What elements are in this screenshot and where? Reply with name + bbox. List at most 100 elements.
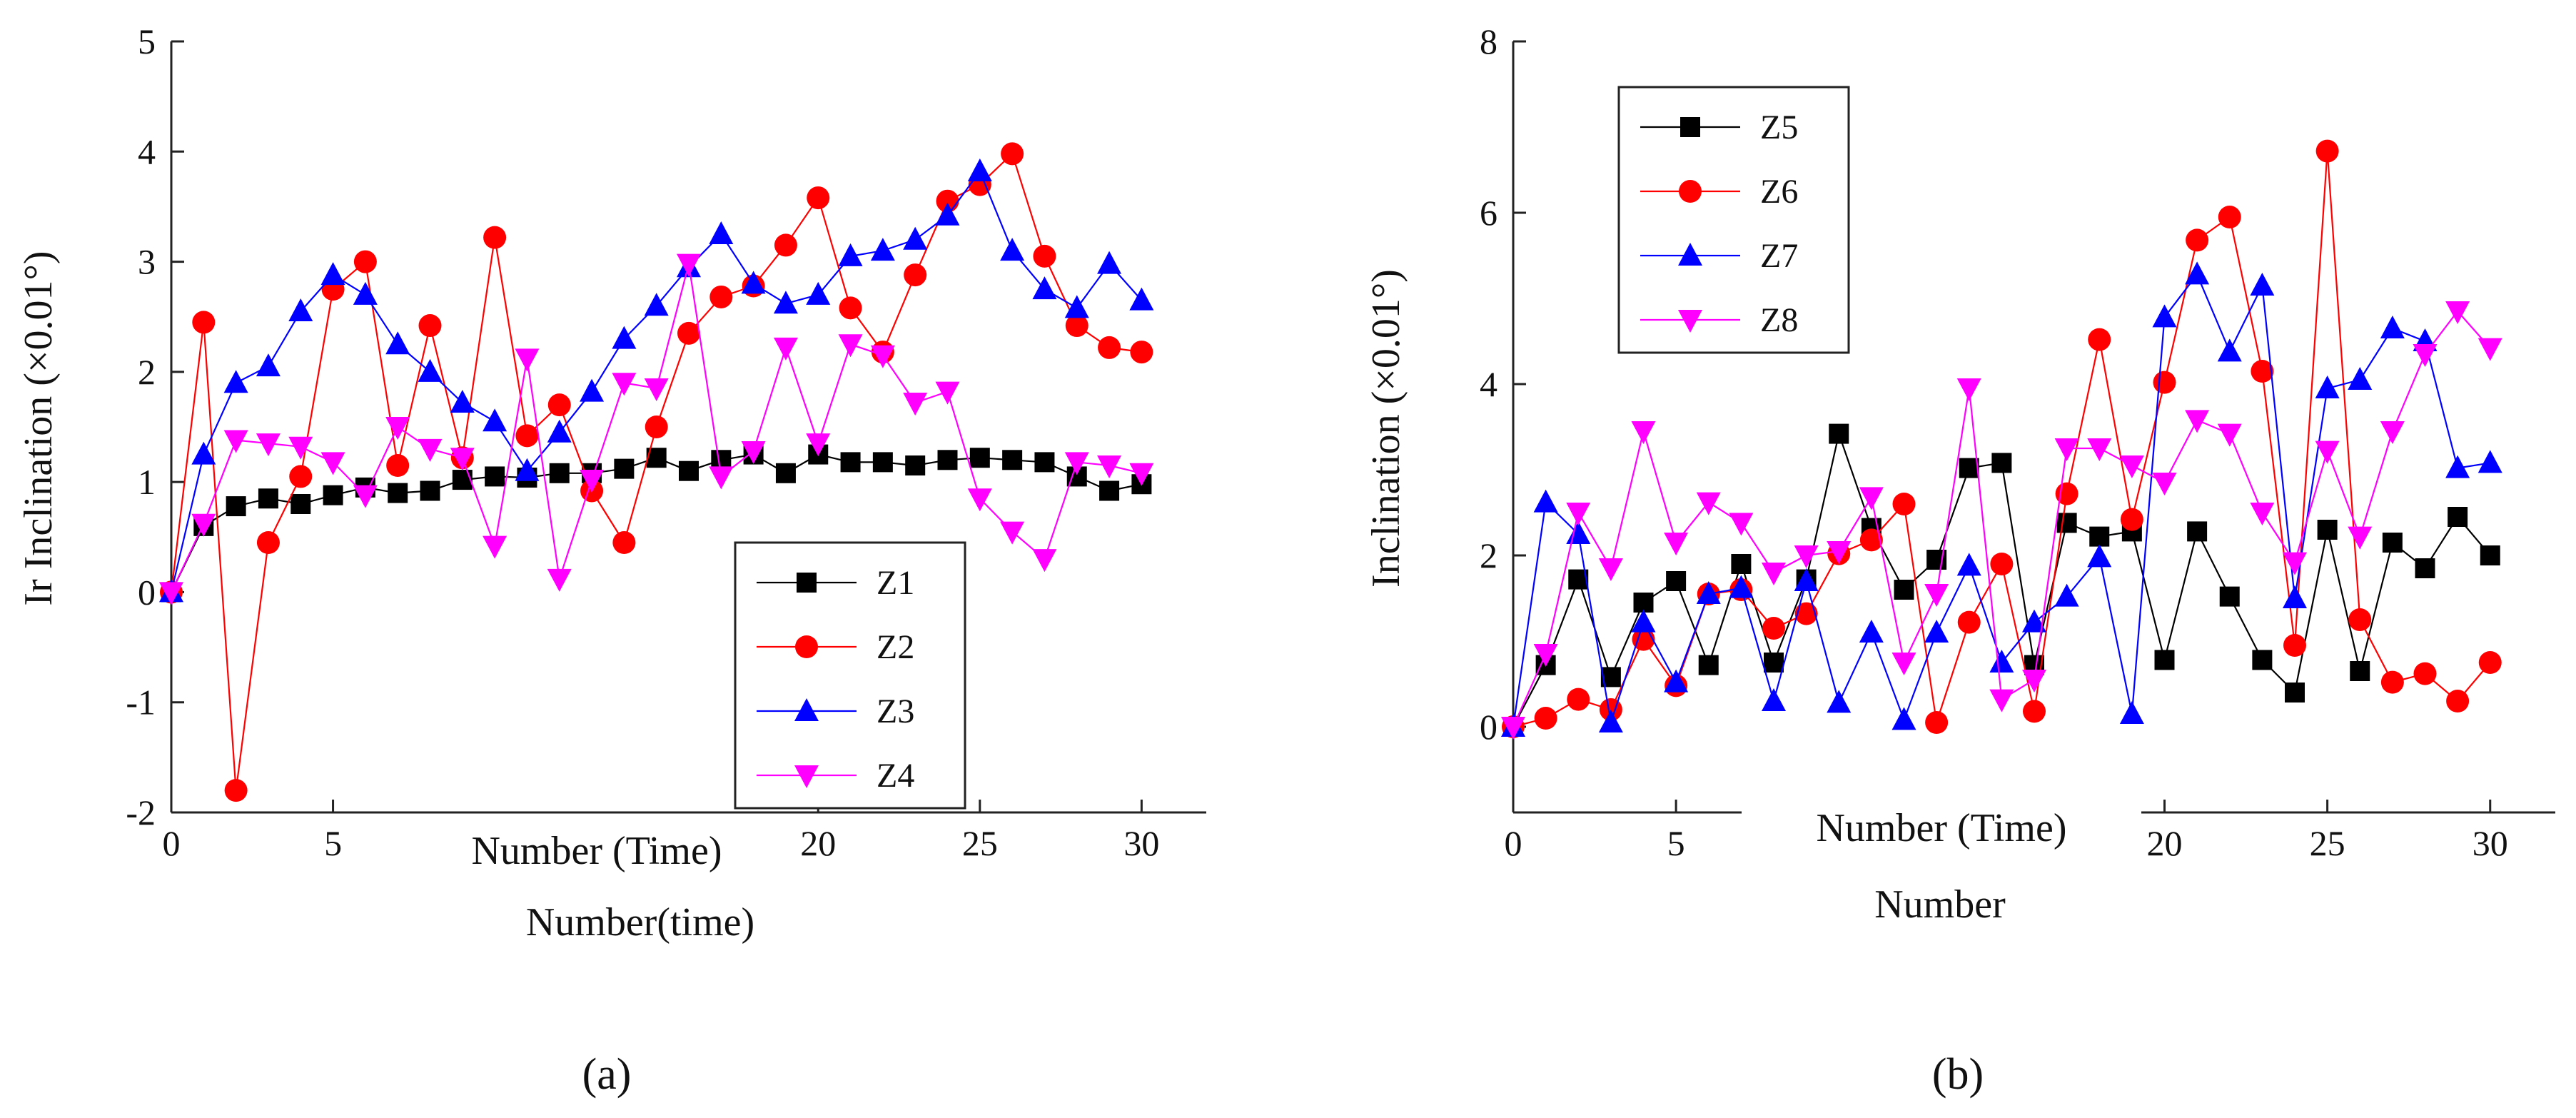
data-point [2250, 503, 2275, 525]
data-point [709, 466, 734, 490]
data-point [937, 450, 958, 470]
inner-x-label: Number (Time) [1816, 806, 2066, 850]
data-point [773, 291, 798, 314]
data-point [385, 417, 410, 440]
chart-panel-b: 0 2 4 6 8 0 5 20 25 30 Number (Time) Z5 Z6 Z7 Z8 Inclin… [1364, 21, 2555, 1099]
data-point [1924, 584, 1949, 607]
legend-marker [794, 765, 819, 788]
data-point [549, 463, 570, 483]
legend-box [734, 541, 966, 810]
data-point [1631, 421, 1656, 444]
data-point [1762, 617, 1785, 640]
data-point [288, 436, 313, 460]
data-point [1534, 707, 1557, 730]
data-point [1129, 463, 1154, 486]
data-point [1533, 644, 1558, 667]
data-point [159, 582, 183, 605]
data-point [2185, 410, 2210, 433]
series-z5 [1503, 423, 2500, 737]
data-point [1065, 314, 1089, 338]
data-point [192, 311, 216, 334]
data-point [1859, 487, 1884, 510]
data-point [1631, 609, 1656, 633]
data-point [1130, 341, 1153, 364]
data-point [1064, 452, 1089, 475]
x-tick-label: 30 [2473, 823, 2508, 863]
y-tick-label: -2 [126, 792, 156, 832]
data-point [1991, 453, 2012, 473]
data-point [1598, 710, 1623, 732]
data-point [904, 263, 927, 287]
legend-marker [1678, 310, 1702, 333]
data-point [644, 378, 669, 401]
data-point [1032, 549, 1057, 573]
data-point [320, 262, 345, 286]
panel-label: (a) [582, 1050, 632, 1099]
data-point [1829, 423, 1849, 444]
y-tick-label: 4 [1480, 364, 1497, 404]
data-point [1566, 503, 1591, 525]
data-point [291, 494, 311, 514]
data-point [1957, 610, 1981, 634]
data-point [1032, 276, 1057, 300]
data-point [2477, 338, 2502, 361]
data-point [2348, 608, 2372, 631]
legend: Z1 Z2 Z3 Z4 [734, 541, 966, 810]
data-point [1002, 450, 1023, 470]
y-tick-label: 1 [138, 462, 156, 502]
data-point [935, 202, 960, 226]
data-point [1794, 545, 1819, 568]
x-tick-label: 5 [1667, 823, 1685, 863]
data-point [2185, 261, 2210, 285]
data-point [935, 381, 960, 405]
legend-label: Z1 [877, 564, 914, 602]
data-point [288, 298, 313, 321]
data-point [1097, 251, 1122, 274]
data-point [418, 438, 443, 462]
data-point [2348, 367, 2373, 390]
chart-panel-a: -2 -1 0 1 2 3 4 5 0 5 20 25 30 Number (Time) Z1 Z2 Z3 Z4 I… [16, 21, 1206, 1099]
data-point [1859, 620, 1884, 643]
data-point [838, 243, 863, 266]
x-tick-label: 0 [163, 823, 181, 863]
data-point [580, 378, 605, 402]
data-point [353, 485, 378, 508]
data-point [452, 470, 473, 490]
data-point [870, 345, 895, 368]
data-point [2413, 662, 2437, 685]
x-axis-title: Number [1874, 882, 2006, 927]
y-tick-label: 4 [138, 131, 156, 171]
legend-marker [795, 635, 818, 658]
series-z1 [161, 444, 1152, 603]
data-point [2380, 316, 2405, 338]
data-point [2445, 301, 2470, 324]
data-point [677, 253, 701, 277]
legend-marker [1679, 180, 1702, 203]
data-point [515, 424, 539, 448]
data-point [1501, 717, 1525, 740]
data-point [2283, 552, 2307, 575]
data-point [515, 458, 540, 481]
y-tick-label: 0 [138, 572, 156, 612]
data-point [1892, 493, 1916, 515]
data-point [1731, 554, 1752, 574]
data-point [2119, 455, 2144, 478]
x-axis-title: Number(time) [526, 900, 754, 945]
data-point [2480, 545, 2500, 565]
data-point [2087, 438, 2112, 461]
data-point [903, 393, 928, 416]
data-point [388, 483, 408, 503]
data-point [2022, 609, 2046, 633]
data-point [1989, 650, 2014, 673]
series-line-z2 [170, 152, 1142, 791]
data-point [903, 226, 928, 250]
data-point [1099, 480, 1120, 501]
data-point [1033, 244, 1056, 268]
data-point [1729, 513, 1754, 536]
y-axis-title: Inclination (×0.01°) [1364, 269, 1408, 588]
data-point [2054, 438, 2079, 461]
legend-marker [797, 573, 817, 593]
data-point [612, 531, 636, 554]
data-point [2380, 670, 2404, 694]
data-point [1925, 711, 1949, 734]
